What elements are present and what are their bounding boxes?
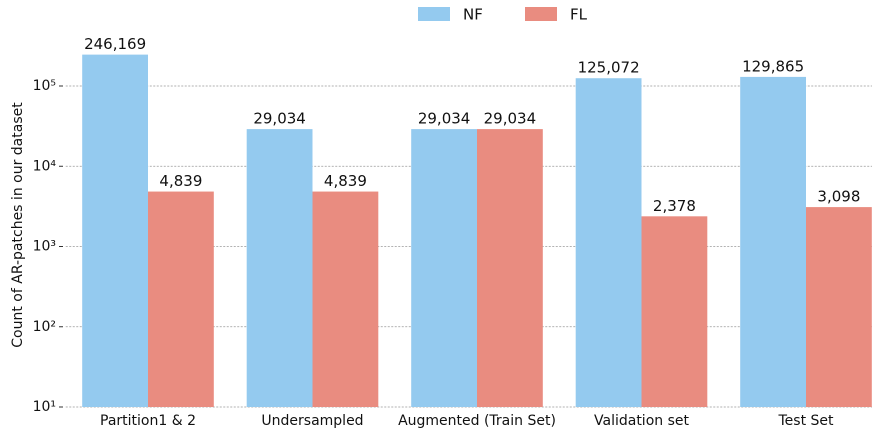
value-label: 29,034: [418, 110, 471, 128]
y-tick-label: 10³: [33, 239, 56, 255]
value-label: 29,034: [484, 110, 537, 128]
value-label: 129,865: [742, 57, 804, 75]
bar: [740, 76, 806, 407]
value-label: 125,072: [578, 59, 640, 77]
value-label: 4,839: [159, 172, 202, 190]
value-label: 2,378: [653, 197, 696, 215]
bar: [477, 129, 543, 407]
bar: [806, 207, 872, 407]
y-tick-label: 10⁵: [33, 78, 56, 94]
bar: [641, 216, 708, 407]
legend-label: FL: [570, 6, 588, 24]
x-tick-label: Validation set: [594, 413, 689, 429]
x-tick-label: Partition1 & 2: [100, 413, 196, 429]
legend-swatch: [525, 7, 557, 21]
y-tick-label: 10²: [33, 319, 56, 335]
y-axis-label: Count of AR-patches in our dataset: [10, 102, 26, 348]
y-tick-label: 10⁴: [33, 158, 57, 174]
value-label: 3,098: [817, 188, 860, 206]
value-label: 29,034: [253, 110, 306, 128]
bar: [411, 129, 477, 407]
value-label: 246,169: [84, 35, 146, 53]
bar: [246, 129, 313, 407]
legend-label: NF: [463, 6, 483, 24]
y-tick-label: 10¹: [33, 399, 56, 415]
x-tick-label: Augmented (Train Set): [398, 413, 556, 429]
bar: [148, 191, 214, 407]
x-tick-label: Undersampled: [261, 413, 363, 429]
x-tick-label: Test Set: [777, 413, 834, 429]
legend-swatch: [418, 7, 450, 21]
bar: [82, 54, 148, 407]
value-label: 4,839: [324, 172, 367, 190]
bar: [575, 78, 642, 407]
bar: [312, 191, 379, 407]
